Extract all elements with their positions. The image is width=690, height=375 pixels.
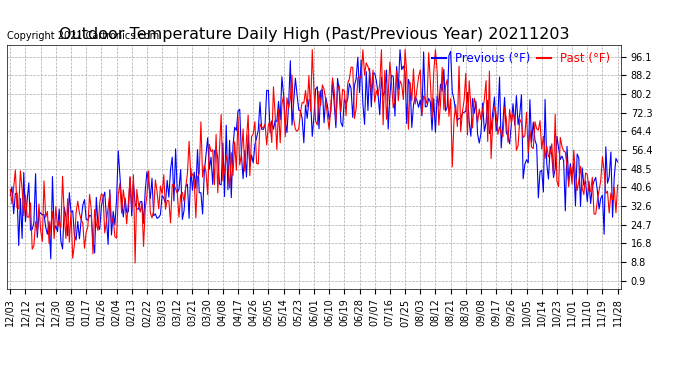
Title: Outdoor Temperature Daily High (Past/Previous Year) 20211203: Outdoor Temperature Daily High (Past/Pre… [59, 27, 569, 42]
Text: Copyright 2021 Cartronics.com: Copyright 2021 Cartronics.com [7, 32, 159, 41]
Legend: Previous (°F), Past (°F): Previous (°F), Past (°F) [427, 47, 615, 70]
